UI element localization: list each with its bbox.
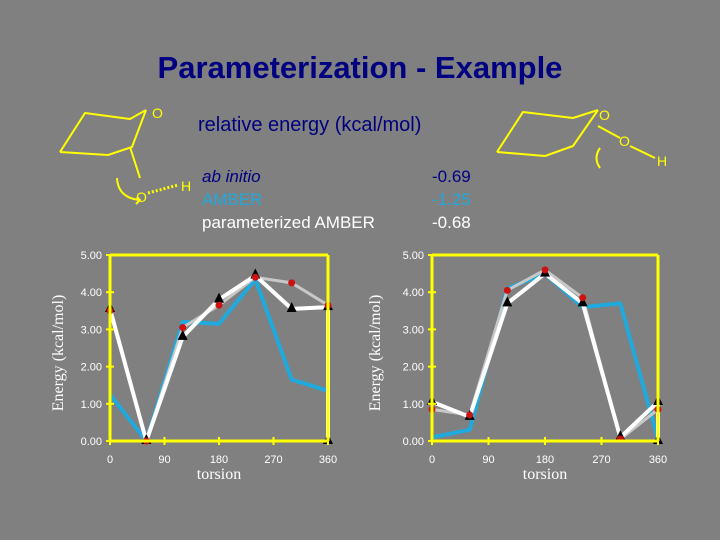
y-tick-label: 5.00: [81, 250, 102, 262]
energy-label: parameterized AMBER: [202, 213, 375, 232]
y-tick-label: 2.00: [403, 362, 424, 374]
energy-row-ab-initio: ab initio -0.69: [202, 167, 471, 187]
x-tick-label: 90: [482, 454, 494, 466]
point-marker: [288, 279, 296, 287]
x-tick-label: 360: [649, 454, 667, 466]
point-marker: [502, 296, 513, 307]
series-line-ab-initio: [108, 273, 330, 443]
x-axis-label: torsion: [523, 466, 567, 483]
point-marker: [251, 273, 259, 281]
y-tick-label: 3.00: [403, 324, 424, 336]
point-marker: [214, 292, 224, 303]
energy-row-amber: AMBER -1.25: [202, 190, 471, 210]
energy-value: -1.25: [432, 190, 471, 209]
x-tick-label: 90: [158, 454, 170, 466]
point-marker: [503, 286, 511, 294]
x-tick-label: 0: [107, 454, 113, 466]
point-marker: [286, 301, 297, 312]
y-tick-label: 0.00: [81, 436, 102, 448]
energy-row-parameterized: parameterized AMBER -0.68: [202, 213, 471, 233]
x-tick-label: 360: [319, 454, 337, 466]
x-axis-label: torsion: [197, 466, 241, 483]
y-tick-label: 4.00: [403, 287, 424, 299]
x-tick-label: 270: [592, 454, 610, 466]
point-marker: [541, 266, 549, 274]
slide-title: Parameterization - Example: [157, 50, 563, 85]
y-tick-label: 1.00: [403, 399, 424, 411]
y-tick-label: 3.00: [81, 324, 102, 336]
point-marker: [466, 411, 474, 419]
energy-label: AMBER: [202, 190, 263, 209]
x-tick-label: 0: [429, 454, 435, 466]
y-tick-label: 5.00: [403, 250, 424, 262]
y-tick-label: 2.00: [81, 362, 102, 374]
energy-value: -0.69: [432, 167, 471, 186]
point-marker: [179, 324, 187, 332]
point-marker: [177, 329, 188, 340]
energy-value: -0.68: [432, 213, 471, 232]
point-marker: [579, 294, 587, 302]
y-axis-label: Energy (kcal/mol): [50, 295, 67, 412]
point-marker: [577, 296, 588, 307]
y-tick-label: 1.00: [81, 399, 102, 411]
y-tick-label: 0.00: [403, 436, 424, 448]
point-marker: [215, 301, 223, 309]
y-axis-label: Energy (kcal/mol): [367, 295, 384, 412]
subtitle: relative energy (kcal/mol): [198, 114, 422, 136]
x-tick-label: 270: [264, 454, 282, 466]
y-tick-label: 4.00: [81, 287, 102, 299]
series-line-ab-initio: [431, 271, 660, 441]
x-tick-label: 180: [536, 454, 554, 466]
energy-label: ab initio: [202, 167, 261, 186]
x-tick-label: 180: [210, 454, 228, 466]
